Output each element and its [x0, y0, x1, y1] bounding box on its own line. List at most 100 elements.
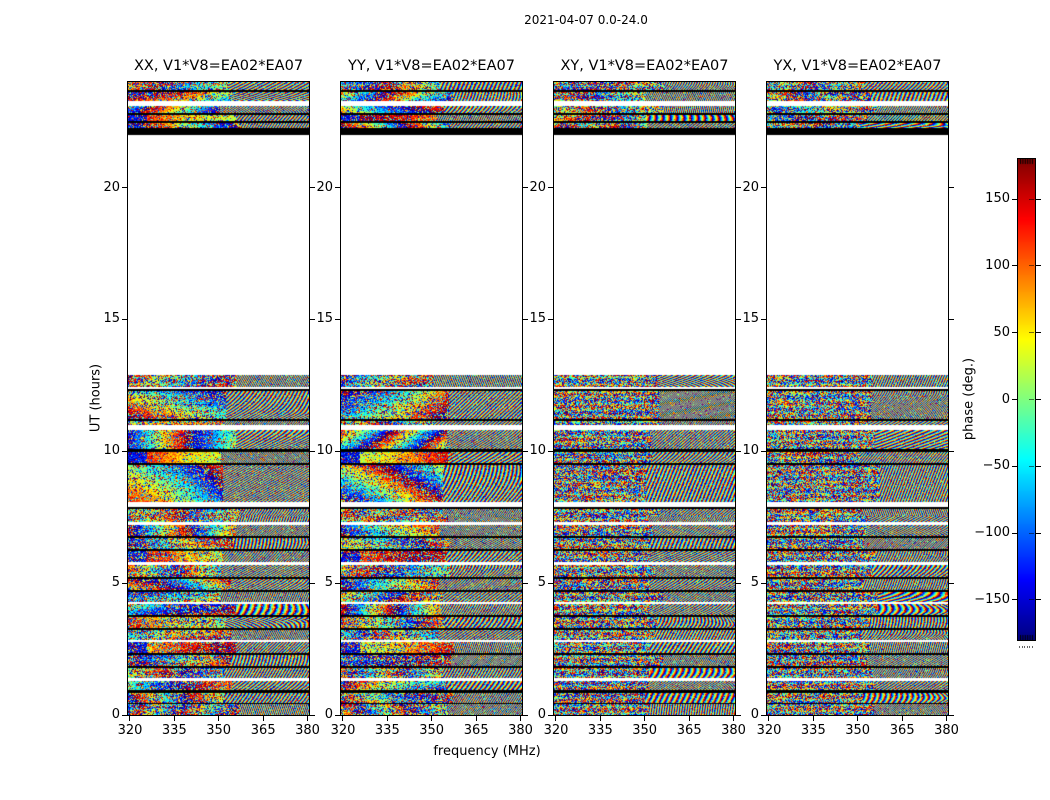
x-tick-label: 380	[295, 723, 320, 738]
colorbar-tick	[1012, 532, 1017, 534]
y-tick	[122, 450, 127, 452]
colorbar-tick-inner	[1029, 532, 1034, 534]
x-tick	[307, 716, 309, 721]
x-tick	[555, 716, 557, 721]
colorbar-tick	[1012, 198, 1017, 200]
x-tick-label: 380	[934, 723, 959, 738]
y-tick	[736, 450, 741, 452]
subplot-title-yx: YX, V1*V8=EA02*EA07	[773, 58, 942, 74]
y-tick-label: 0	[750, 707, 759, 722]
colorbar-end-dot	[1029, 646, 1031, 648]
heatmap-canvas-yx	[767, 82, 948, 715]
colorbar-tick-label: 150	[985, 191, 1010, 207]
x-tick-label: 365	[250, 723, 276, 738]
colorbar-tick	[1036, 399, 1041, 400]
figure-title: 2021-04-07 0.0-24.0	[524, 13, 648, 27]
y-tick	[761, 714, 766, 716]
y-tick	[949, 714, 954, 716]
y-tick-label: 0	[324, 707, 333, 722]
y-tick-label: 10	[316, 443, 333, 459]
colorbar-tick-label: 0	[1001, 391, 1010, 407]
y-tick	[335, 450, 340, 452]
y-tick-label: 5	[111, 575, 120, 591]
x-tick	[812, 716, 814, 721]
y-tick-label: 0	[111, 707, 120, 722]
x-tick-label: 335	[587, 723, 613, 738]
x-axis-label: frequency (MHz)	[433, 744, 541, 759]
y-tick-label: 10	[529, 443, 546, 459]
y-tick	[761, 582, 766, 584]
y-tick-label: 15	[103, 311, 120, 327]
y-tick	[335, 582, 340, 584]
y-tick	[548, 450, 553, 452]
colorbar-tick	[1012, 465, 1017, 467]
heatmap-panel-xx	[127, 81, 310, 716]
y-tick-label: 10	[103, 443, 120, 459]
x-tick-label: 320	[543, 723, 569, 738]
y-tick-label: 15	[742, 311, 759, 327]
y-tick	[122, 318, 127, 320]
x-tick	[262, 716, 264, 721]
y-tick	[310, 187, 315, 188]
x-tick	[733, 716, 735, 721]
y-tick	[761, 187, 766, 188]
x-tick	[901, 716, 903, 721]
y-tick	[310, 714, 315, 716]
x-tick-label: 365	[889, 723, 915, 738]
x-tick	[431, 716, 433, 721]
y-tick-label: 15	[316, 311, 333, 327]
y-tick	[523, 187, 528, 188]
y-tick	[310, 318, 315, 320]
colorbar-tick-inner	[1029, 332, 1034, 334]
colorbar-tick	[1036, 332, 1041, 334]
y-tick	[761, 450, 766, 452]
x-tick-label: 380	[721, 723, 746, 738]
x-tick	[218, 716, 220, 721]
colorbar-tick	[1036, 532, 1041, 534]
colorbar-end-dot	[1021, 646, 1023, 648]
x-tick	[520, 716, 522, 721]
colorbar-tick	[1012, 265, 1017, 267]
colorbar-tick	[1036, 599, 1041, 601]
colorbar-canvas	[1018, 159, 1035, 640]
x-tick	[129, 716, 131, 721]
x-tick-label: 350	[632, 723, 658, 738]
y-tick	[122, 582, 127, 584]
colorbar-end-dot	[1026, 646, 1028, 648]
subplot-title-yy: YY, V1*V8=EA02*EA07	[348, 58, 515, 74]
x-tick-label: 365	[676, 723, 702, 738]
y-tick	[736, 582, 741, 584]
y-tick	[736, 714, 741, 716]
colorbar-tick-label: −50	[982, 458, 1010, 474]
colorbar-tick-inner	[1029, 465, 1034, 467]
y-tick-label: 5	[750, 575, 759, 591]
colorbar-tick-label: −100	[974, 525, 1010, 541]
heatmap-canvas-yy	[341, 82, 522, 715]
y-tick	[736, 318, 741, 320]
y-tick-label: 10	[742, 443, 759, 459]
x-tick	[386, 716, 388, 721]
colorbar-tick-label: 100	[985, 257, 1010, 273]
x-tick	[946, 716, 948, 721]
x-tick-label: 320	[756, 723, 782, 738]
y-tick-label: 15	[529, 311, 546, 327]
x-tick	[768, 716, 770, 721]
colorbar-end-dot	[1032, 646, 1033, 648]
y-tick	[548, 318, 553, 320]
heatmap-canvas-xy	[554, 82, 735, 715]
y-tick-label: 20	[742, 179, 759, 195]
colorbar-tick	[1012, 399, 1017, 400]
y-tick	[548, 714, 553, 716]
y-tick-label: 20	[103, 179, 120, 195]
colorbar-tick-label: −150	[974, 591, 1010, 607]
x-tick	[599, 716, 601, 721]
y-tick	[548, 582, 553, 584]
y-tick-label: 20	[529, 179, 546, 195]
x-tick	[173, 716, 175, 721]
colorbar-tick-inner	[1029, 399, 1034, 400]
y-tick	[310, 450, 315, 452]
colorbar-tick	[1036, 265, 1041, 267]
y-tick-label: 20	[316, 179, 333, 195]
y-axis-label: UT (hours)	[88, 363, 104, 433]
